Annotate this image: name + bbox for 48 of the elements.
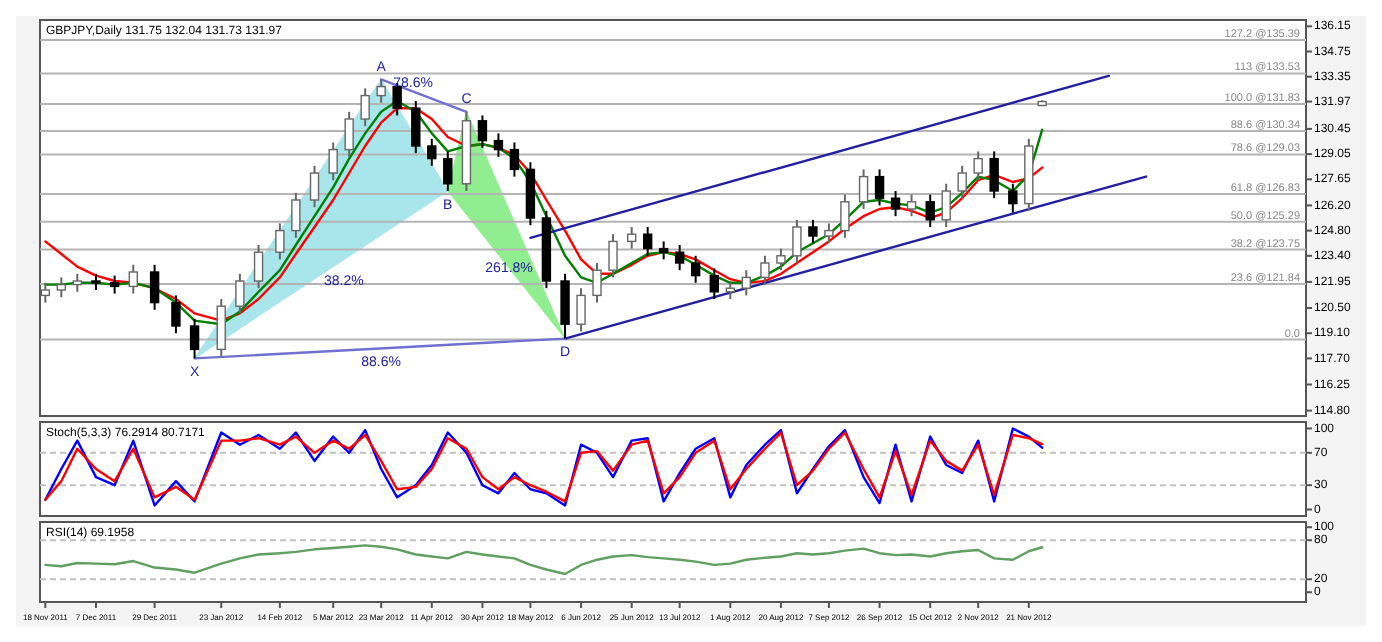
candlestick [216, 298, 226, 358]
candlestick [941, 182, 951, 228]
candlestick [674, 244, 685, 272]
candlestick [608, 233, 618, 279]
candlestick [626, 226, 637, 250]
candlestick [189, 317, 200, 360]
candlestick [858, 168, 869, 210]
candlestick [171, 294, 181, 335]
candlestick [792, 218, 802, 264]
candlestick [840, 193, 850, 239]
candlestick [344, 110, 354, 158]
candlestick [973, 150, 983, 182]
candlestick [128, 263, 138, 295]
candlestick [376, 78, 386, 104]
candlestick [477, 114, 488, 149]
candlestick [690, 254, 701, 284]
candlestick [957, 164, 967, 200]
candlestick [149, 263, 160, 311]
candlestick [253, 244, 264, 290]
candlestick [360, 87, 370, 128]
candlestick [443, 150, 453, 192]
candlestick [874, 168, 885, 207]
candlestick [560, 272, 570, 340]
candlestick [291, 191, 301, 239]
candlestick [592, 262, 602, 304]
candlestick [328, 141, 338, 182]
candlestick [309, 164, 320, 209]
candlestick [275, 222, 285, 261]
candlestick [925, 193, 935, 228]
candlestick [509, 141, 520, 178]
candlestick [741, 269, 751, 297]
candlestick [808, 218, 818, 245]
candlestick [56, 276, 67, 299]
candlestick [411, 100, 421, 155]
candlestick [709, 267, 720, 300]
candlestick [776, 247, 786, 272]
candlestick [235, 272, 245, 315]
candlestick [890, 190, 901, 218]
candlestick [989, 150, 999, 200]
candlestick [824, 222, 834, 245]
candlestick [642, 226, 653, 257]
line-series [44, 544, 1044, 576]
candlestick [906, 193, 917, 218]
candlestick [760, 254, 770, 286]
candlestick [493, 132, 504, 158]
candlestick [1008, 182, 1018, 214]
candlestick [576, 287, 586, 333]
candlestick [427, 137, 437, 167]
